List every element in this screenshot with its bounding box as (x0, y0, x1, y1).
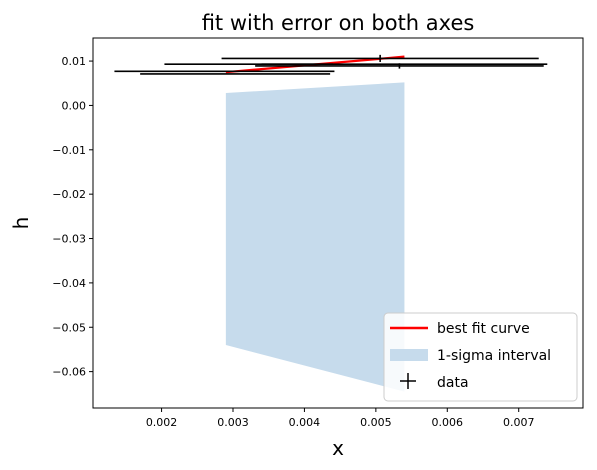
legend-label-data: data (437, 375, 469, 391)
legend-box (383, 312, 578, 402)
x-tick-label: 0.003 (217, 416, 249, 429)
y-tick-label: −0.02 (52, 188, 86, 201)
legend-label-1-sigma-interval: 1-sigma interval (437, 348, 551, 364)
x-tick-label: 0.006 (432, 416, 464, 429)
x-tick-label: 0.004 (289, 416, 321, 429)
band-layer (225, 82, 405, 392)
x-tick-label: 0.005 (360, 416, 392, 429)
y-tick-label: −0.04 (52, 277, 86, 290)
errorbar-layer (114, 54, 548, 75)
legend: best fit curve 1-sigma interval data (383, 312, 578, 402)
legend-label-best-fit-curve: best fit curve (437, 321, 530, 337)
axes-frame (92, 37, 584, 409)
sigma-band (225, 82, 405, 392)
y-tick-label: −0.03 (52, 233, 86, 246)
x-axis-ticks: 0.002 0.003 0.004 0.005 0.006 0.007 (146, 408, 535, 429)
chart-title: fit with error on both axes (202, 11, 475, 35)
y-tick-label: −0.06 (52, 366, 86, 379)
y-tick-label: −0.05 (52, 321, 86, 334)
x-tick-label: 0.002 (146, 416, 178, 429)
y-axis-ticks: 0.01 0.00 −0.01 −0.02 −0.03 −0.04 −0.05 −0.06 (52, 55, 93, 379)
x-axis-label: x (332, 436, 344, 460)
data-point-3 (221, 54, 539, 62)
y-tick-label: −0.01 (52, 144, 86, 157)
x-tick-label: 0.007 (503, 416, 535, 429)
y-axis-label: h (9, 217, 33, 230)
legend-swatch-1-sigma-interval (390, 349, 428, 361)
y-tick-label: 0.01 (62, 55, 87, 68)
y-tick-label: 0.00 (62, 99, 87, 112)
